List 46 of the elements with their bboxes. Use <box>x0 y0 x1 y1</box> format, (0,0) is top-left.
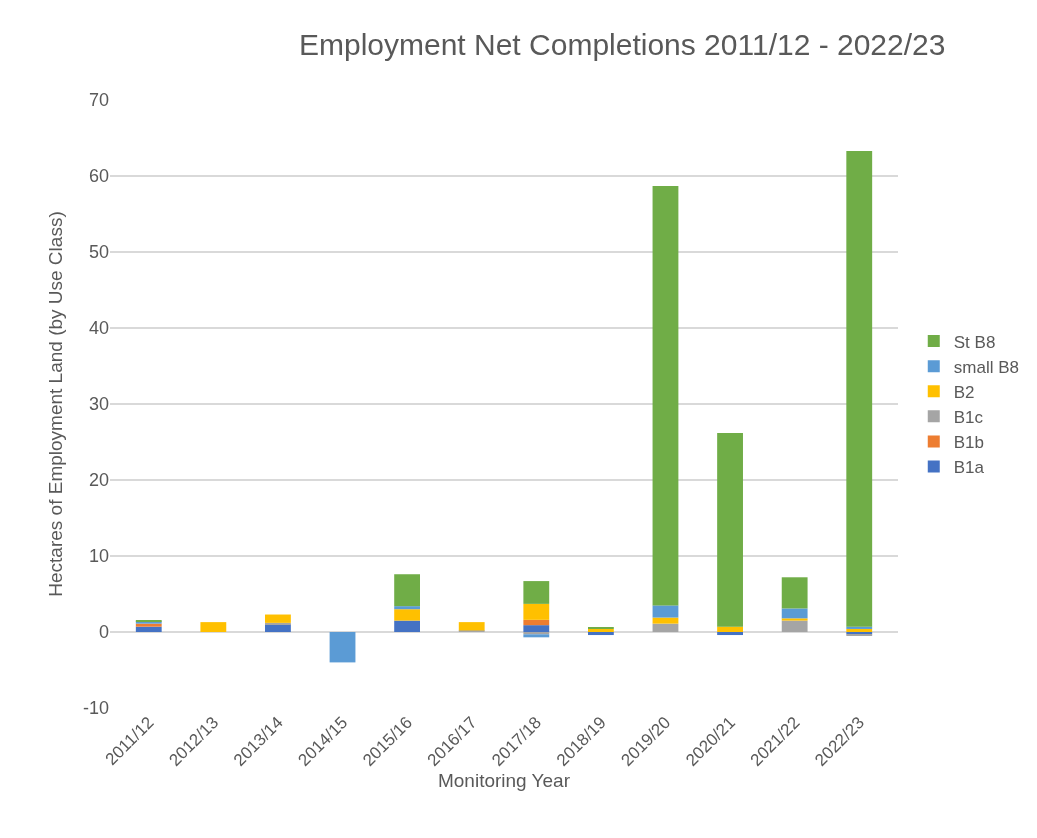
bar <box>523 603 550 620</box>
bar <box>781 577 808 609</box>
y-tick-label: -10 <box>82 698 109 719</box>
bar <box>781 608 808 619</box>
bar <box>394 606 421 610</box>
bar <box>394 620 421 632</box>
y-tick-label: 30 <box>88 394 109 415</box>
legend-label: St B8 <box>953 332 996 352</box>
y-tick-label: 0 <box>98 622 109 643</box>
bar <box>587 632 614 636</box>
y-tick-label: 50 <box>88 242 109 263</box>
y-tick-label: 40 <box>88 318 109 339</box>
bar <box>846 150 873 627</box>
bar <box>717 632 743 636</box>
bar <box>265 622 291 625</box>
bar <box>458 622 485 631</box>
legend-label: B2 <box>953 382 975 402</box>
chart-title: Employment Net Completions 2011/12 - 2022/23 <box>298 27 946 61</box>
bar <box>652 617 679 624</box>
y-tick-label: 70 <box>88 90 109 111</box>
bar <box>523 625 550 632</box>
bar <box>523 581 550 604</box>
legend-label: B1b <box>953 433 985 453</box>
legend-label: small B8 <box>953 357 1019 377</box>
y-tick-label: 10 <box>88 546 109 567</box>
bar <box>265 614 291 623</box>
y-tick-label: 60 <box>88 166 109 187</box>
y-axis-title: Hectares of Employment Land (by Use Class) <box>45 211 66 597</box>
legend-label: B1a <box>953 458 985 478</box>
bar <box>652 185 679 606</box>
bar <box>523 619 550 626</box>
bar <box>394 609 421 621</box>
bar <box>329 632 356 663</box>
y-tick-label: 20 <box>88 470 109 491</box>
bar <box>135 626 162 632</box>
bar <box>265 624 291 632</box>
bar <box>717 432 743 627</box>
bar <box>200 622 227 632</box>
bar <box>717 626 743 632</box>
bar <box>652 623 679 632</box>
bar <box>652 605 679 618</box>
x-axis-title: Monitoring Year <box>437 769 571 791</box>
bar <box>781 620 808 632</box>
legend-label: B1c <box>953 407 984 427</box>
bar <box>394 574 421 607</box>
bar <box>781 618 808 621</box>
